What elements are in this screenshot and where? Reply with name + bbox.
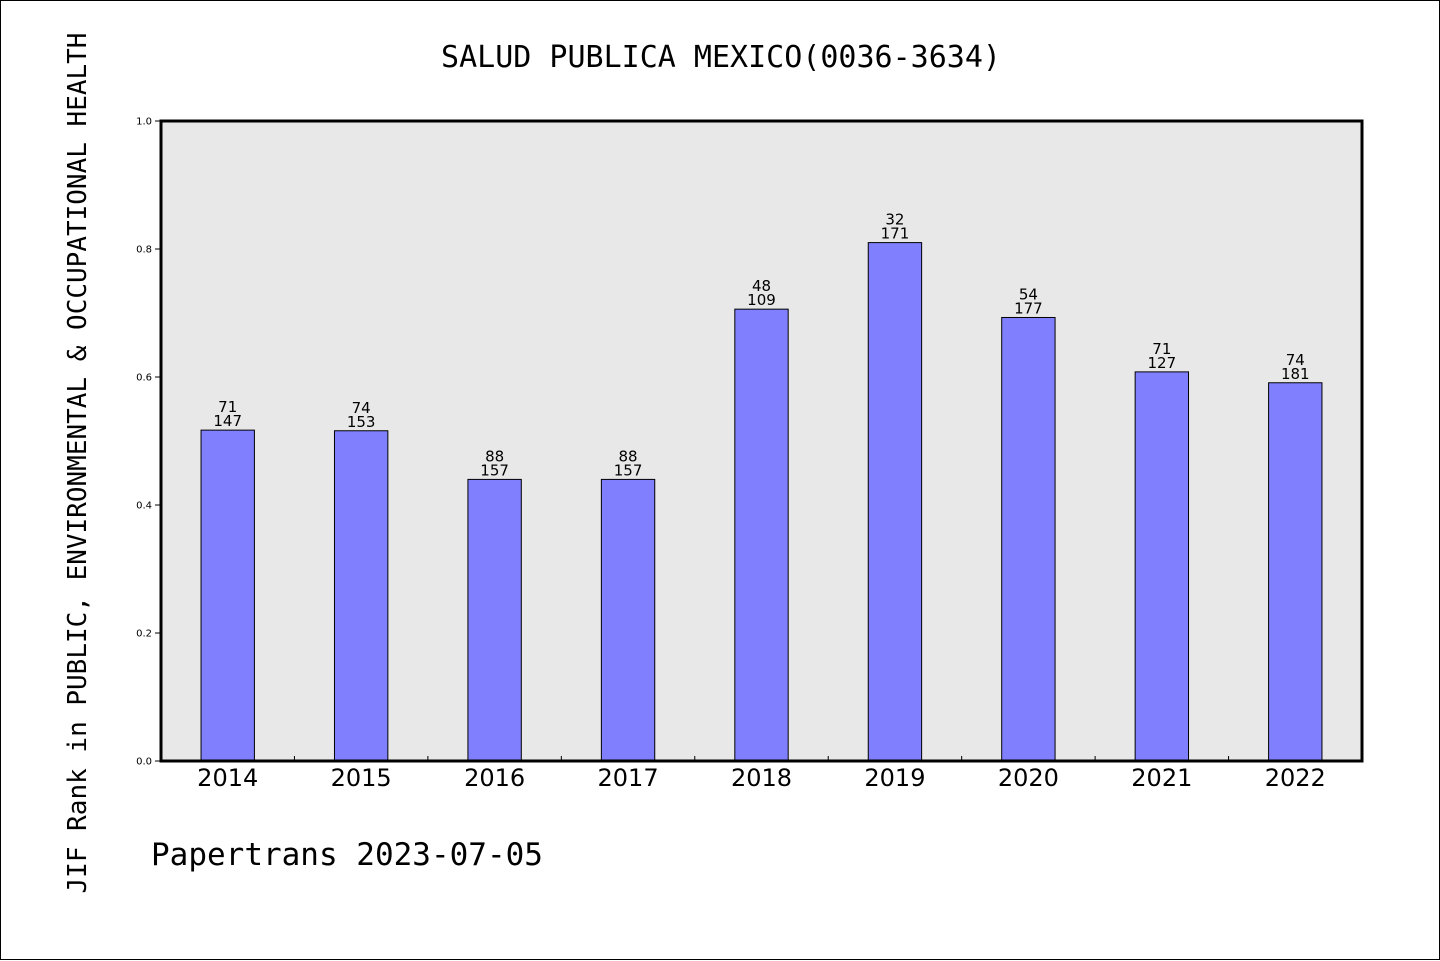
bar-2020: [1001, 316, 1056, 762]
x-tick-label-2015: 2015: [331, 764, 392, 792]
y-tick-label: 1.0: [136, 117, 152, 128]
y-tick-label: 0.0: [136, 757, 152, 768]
chart-title: SALUD PUBLICA MEXICO(0036-3634): [441, 40, 1001, 75]
bar-rank-label-2015: 74: [352, 399, 371, 417]
bar-total-label-2015: 153: [347, 413, 376, 431]
bar-2016: [467, 478, 522, 762]
bar-total-label-2014: 147: [213, 412, 242, 430]
bar-total-label-2022: 181: [1281, 365, 1310, 383]
bar-rank-label-2019: 32: [885, 211, 904, 229]
bar-total-label-2017: 157: [614, 461, 643, 479]
x-tick-label-2019: 2019: [864, 764, 925, 792]
bar-2018: [734, 308, 789, 762]
bar-rank-label-2018: 48: [752, 277, 771, 295]
bar-rank-label-2017: 88: [619, 447, 638, 465]
y-tick-label: 0.6: [136, 373, 152, 384]
axis-ticks-layer: 2014 2015 2016 2017 2018 2019 2020 2021 2022 0.0 0…: [136, 117, 1326, 793]
bar-2019: [867, 242, 923, 762]
y-tick-label: 0.8: [136, 245, 152, 256]
x-tick-label-2017: 2017: [598, 764, 659, 792]
bar-rank-label-2016: 88: [485, 447, 504, 465]
bar-2021: [1134, 371, 1190, 762]
bar-rank-label-2022: 74: [1286, 351, 1305, 369]
bar-total-label-2019: 171: [881, 225, 910, 243]
y-axis-label: JIF Rank in PUBLIC, ENVIRONMENTAL & OCCU…: [63, 33, 93, 894]
bar-total-label-2018: 109: [747, 291, 776, 309]
y-tick-label: 0.2: [136, 629, 152, 640]
x-tick-label-2018: 2018: [731, 764, 792, 792]
bar-rank-label-2021: 71: [1152, 340, 1171, 358]
bar-2022: [1268, 382, 1323, 762]
bar-2017: [600, 478, 656, 762]
bar-total-label-2021: 127: [1148, 354, 1177, 372]
bars-layer: 7114774153881578815748109321715417771127…: [200, 211, 1323, 762]
bar-total-label-2016: 157: [480, 461, 509, 479]
bar-rank-label-2014: 71: [218, 398, 237, 416]
x-tick-label-2022: 2022: [1265, 764, 1326, 792]
bar-2015: [333, 430, 389, 762]
y-tick-label: 0.4: [136, 501, 152, 512]
bar-2014: [200, 429, 255, 762]
x-tick-label-2014: 2014: [197, 764, 258, 792]
bar-rank-label-2020: 54: [1019, 285, 1038, 303]
x-tick-label-2020: 2020: [998, 764, 1059, 792]
x-tick-label-2016: 2016: [464, 764, 525, 792]
plot-border: [159, 119, 1364, 763]
footer-credit: Papertrans 2023-07-05: [151, 837, 543, 873]
x-tick-label-2021: 2021: [1131, 764, 1192, 792]
bar-total-label-2020: 177: [1014, 299, 1043, 317]
